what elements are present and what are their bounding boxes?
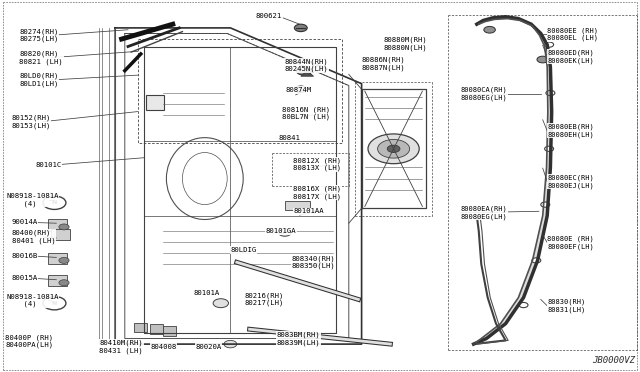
Text: 80080EA(RH)
80080EG(LH): 80080EA(RH) 80080EG(LH) <box>461 206 508 220</box>
Text: 80400(RH)
80401 (LH): 80400(RH) 80401 (LH) <box>12 230 55 244</box>
Text: 80015A: 80015A <box>12 275 38 281</box>
Text: N08918-1081A
    (4): N08918-1081A (4) <box>6 193 59 207</box>
Text: 80874M: 80874M <box>285 87 312 93</box>
Text: 80816X (RH)
80817X (LH): 80816X (RH) 80817X (LH) <box>293 186 341 200</box>
Bar <box>163 326 176 336</box>
Text: 80101C: 80101C <box>35 162 61 168</box>
Text: 80880M(RH)
80880N(LH): 80880M(RH) 80880N(LH) <box>384 37 428 51</box>
Text: 8083BM(RH)
80839M(LH): 8083BM(RH) 80839M(LH) <box>276 331 320 346</box>
Text: 80020A: 80020A <box>195 344 221 350</box>
Text: 80812X (RH)
80813X (LH): 80812X (RH) 80813X (LH) <box>293 157 341 171</box>
Circle shape <box>59 224 69 230</box>
Bar <box>134 323 147 332</box>
Polygon shape <box>301 71 314 76</box>
Text: 80152(RH)
80153(LH): 80152(RH) 80153(LH) <box>12 115 51 129</box>
Circle shape <box>224 340 237 348</box>
Bar <box>48 219 67 231</box>
Circle shape <box>296 66 312 75</box>
Bar <box>48 253 67 264</box>
Bar <box>285 201 310 210</box>
Bar <box>150 324 163 334</box>
Circle shape <box>532 258 541 263</box>
Text: N: N <box>52 200 57 205</box>
Text: 80101A: 80101A <box>193 290 220 296</box>
Text: JB0000VZ: JB0000VZ <box>592 356 635 365</box>
Circle shape <box>519 302 528 308</box>
Text: 80016B: 80016B <box>12 253 38 259</box>
Bar <box>51 229 70 240</box>
Text: 90014A: 90014A <box>12 219 38 225</box>
Circle shape <box>546 90 555 96</box>
Text: 804008: 804008 <box>150 344 177 350</box>
Text: 80080EC(RH)
80080EJ(LH): 80080EC(RH) 80080EJ(LH) <box>547 174 594 189</box>
Text: 80101GA: 80101GA <box>266 228 296 234</box>
Text: 80274(RH)
80275(LH): 80274(RH) 80275(LH) <box>19 28 59 42</box>
Bar <box>146 95 164 110</box>
Circle shape <box>378 140 410 158</box>
Text: 80886N(RH)
80887N(LH): 80886N(RH) 80887N(LH) <box>362 57 405 71</box>
Text: 80080ED(RH)
80080EK(LH): 80080ED(RH) 80080EK(LH) <box>547 49 594 64</box>
Circle shape <box>484 26 495 33</box>
Text: 80410M(RH)
80431 (LH): 80410M(RH) 80431 (LH) <box>99 340 143 354</box>
Circle shape <box>368 134 419 164</box>
Text: 80844N(RH)
80245N(LH): 80844N(RH) 80245N(LH) <box>285 58 328 72</box>
Circle shape <box>278 229 291 236</box>
Text: N08918-1081A
    (4): N08918-1081A (4) <box>6 294 59 307</box>
Text: N: N <box>52 301 57 306</box>
Text: 80LD0(RH)
80LD1(LH): 80LD0(RH) 80LD1(LH) <box>19 73 59 87</box>
Text: 80820(RH)
80821 (LH): 80820(RH) 80821 (LH) <box>19 51 63 65</box>
Text: 800621: 800621 <box>256 13 282 19</box>
Circle shape <box>545 42 554 47</box>
Text: 80080EE (RH)
80080EL (LH): 80080EE (RH) 80080EL (LH) <box>547 27 598 41</box>
Circle shape <box>294 24 307 32</box>
Text: 80216(RH)
80217(LH): 80216(RH) 80217(LH) <box>244 292 284 307</box>
Text: 80841: 80841 <box>278 135 300 141</box>
Text: 80080CA(RH)
80080EG(LH): 80080CA(RH) 80080EG(LH) <box>461 87 508 101</box>
Text: 80LDIG: 80LDIG <box>230 247 257 253</box>
Text: 80080E (RH)
80080EF(LH): 80080E (RH) 80080EF(LH) <box>547 235 594 250</box>
Circle shape <box>541 202 550 207</box>
Circle shape <box>387 145 400 153</box>
Circle shape <box>59 257 69 263</box>
Text: 80080EB(RH)
80080EH(LH): 80080EB(RH) 80080EH(LH) <box>547 124 594 138</box>
Circle shape <box>59 280 69 286</box>
Bar <box>48 275 67 286</box>
Text: 80400P (RH)
80400PA(LH): 80400P (RH) 80400PA(LH) <box>5 334 53 349</box>
Text: 80816N (RH)
80BL7N (LH): 80816N (RH) 80BL7N (LH) <box>282 106 330 121</box>
Circle shape <box>545 146 554 151</box>
Text: 80101AA: 80101AA <box>293 208 324 214</box>
Circle shape <box>213 299 228 308</box>
Polygon shape <box>474 17 552 344</box>
Circle shape <box>537 56 548 63</box>
Text: 80830(RH)
80831(LH): 80830(RH) 80831(LH) <box>547 299 586 313</box>
Text: 808340(RH)
808350(LH): 808340(RH) 808350(LH) <box>291 255 335 269</box>
Circle shape <box>295 86 307 93</box>
